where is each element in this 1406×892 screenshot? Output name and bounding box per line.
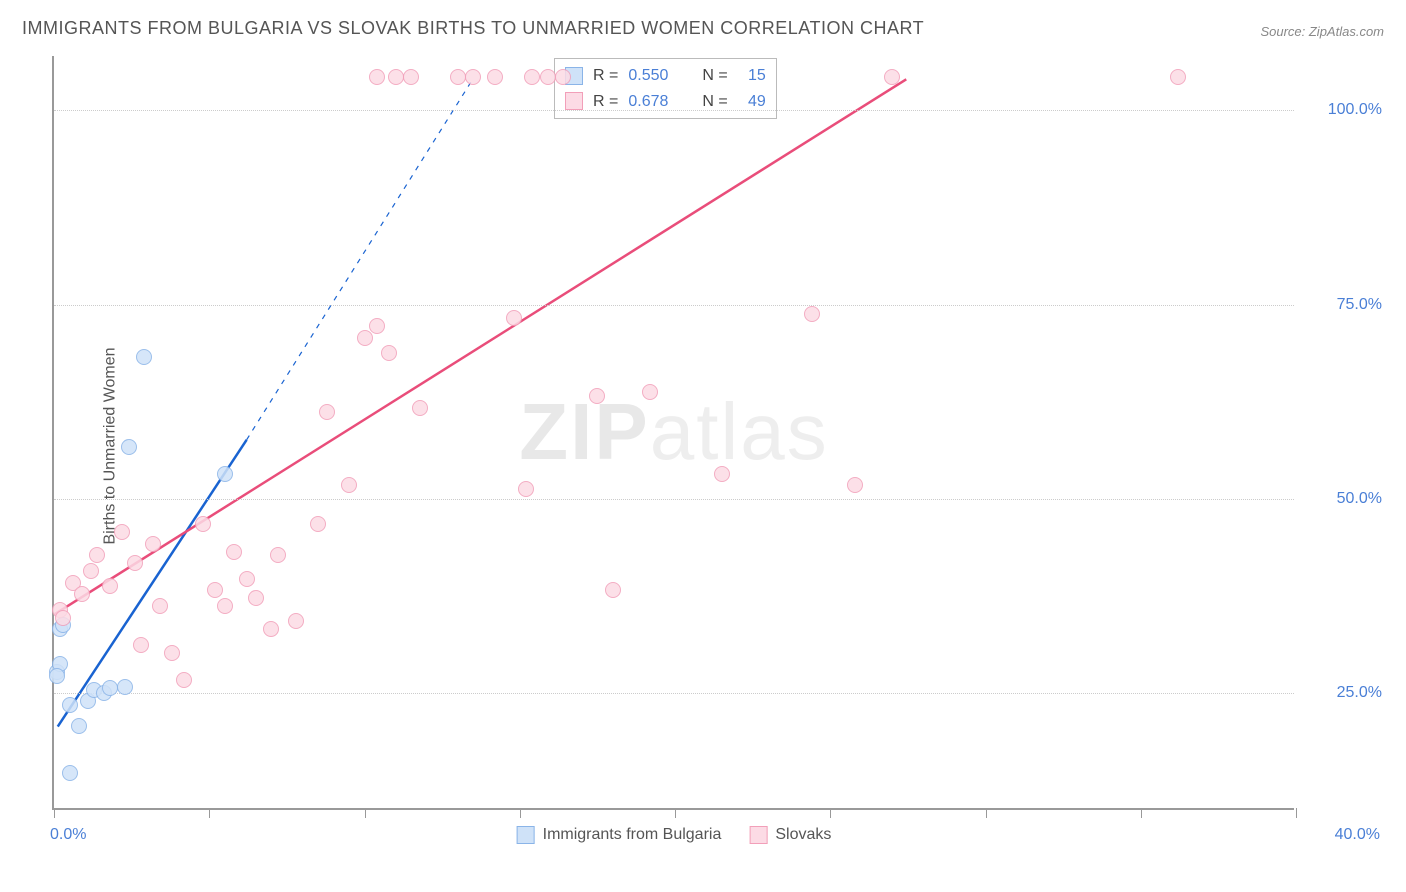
data-point: [217, 466, 233, 482]
data-point: [102, 578, 118, 594]
data-point: [1170, 69, 1186, 85]
data-point: [127, 555, 143, 571]
gridline: [54, 499, 1294, 500]
y-tick-label: 25.0%: [1302, 684, 1382, 702]
data-point: [89, 547, 105, 563]
data-point: [207, 582, 223, 598]
data-point: [114, 524, 130, 540]
data-point: [288, 613, 304, 629]
data-point: [518, 481, 534, 497]
stat-r-value: 0.550: [628, 63, 668, 89]
stat-n-value: 15: [738, 63, 766, 89]
stat-r-label: R =: [593, 63, 618, 89]
y-tick-label: 50.0%: [1302, 490, 1382, 508]
data-point: [369, 318, 385, 334]
gridline: [54, 110, 1294, 111]
data-point: [589, 388, 605, 404]
plot-area: ZIPatlas R =0.550N =15R =0.678N =49 0.0%…: [52, 56, 1294, 810]
data-point: [217, 598, 233, 614]
data-point: [55, 610, 71, 626]
data-point: [239, 571, 255, 587]
data-point: [369, 69, 385, 85]
data-point: [540, 69, 556, 85]
x-tick: [209, 808, 210, 818]
chart-container: IMMIGRANTS FROM BULGARIA VS SLOVAK BIRTH…: [0, 0, 1406, 892]
data-point: [847, 477, 863, 493]
data-point: [121, 439, 137, 455]
data-point: [341, 477, 357, 493]
gridline: [54, 693, 1294, 694]
x-axis-max-label: 40.0%: [1335, 826, 1380, 844]
x-tick: [520, 808, 521, 818]
data-point: [145, 536, 161, 552]
gridline: [54, 305, 1294, 306]
legend-swatch: [749, 826, 767, 844]
data-point: [164, 645, 180, 661]
data-point: [74, 586, 90, 602]
x-tick: [986, 808, 987, 818]
y-tick-label: 75.0%: [1302, 296, 1382, 314]
data-point: [71, 718, 87, 734]
legend-item: Immigrants from Bulgaria: [517, 826, 722, 844]
data-point: [642, 384, 658, 400]
y-tick-label: 100.0%: [1302, 101, 1382, 119]
data-point: [152, 598, 168, 614]
stat-n-label: N =: [702, 63, 727, 89]
bottom-legend: Immigrants from Bulgaria Slovaks: [517, 826, 832, 844]
data-point: [226, 544, 242, 560]
data-point: [465, 69, 481, 85]
trend-line: [55, 79, 907, 614]
data-point: [403, 69, 419, 85]
x-tick: [1141, 808, 1142, 818]
data-point: [319, 404, 335, 420]
x-tick: [365, 808, 366, 818]
data-point: [248, 590, 264, 606]
data-point: [357, 330, 373, 346]
data-point: [83, 563, 99, 579]
data-point: [412, 400, 428, 416]
legend-label: Slovaks: [775, 826, 831, 844]
data-point: [506, 310, 522, 326]
source-label: Source: ZipAtlas.com: [1260, 24, 1384, 39]
data-point: [804, 306, 820, 322]
legend-swatch: [517, 826, 535, 844]
data-point: [884, 69, 900, 85]
data-point: [102, 680, 118, 696]
data-point: [381, 345, 397, 361]
data-point: [605, 582, 621, 598]
x-tick: [1296, 808, 1297, 818]
data-point: [270, 547, 286, 563]
data-point: [133, 637, 149, 653]
data-point: [263, 621, 279, 637]
data-point: [136, 349, 152, 365]
x-tick: [54, 808, 55, 818]
x-axis-min-label: 0.0%: [50, 826, 86, 844]
data-point: [714, 466, 730, 482]
data-point: [62, 697, 78, 713]
stats-row: R = 0.550 N = 15: [565, 63, 766, 89]
data-point: [62, 765, 78, 781]
legend-label: Immigrants from Bulgaria: [543, 826, 722, 844]
data-point: [487, 69, 503, 85]
chart-title: IMMIGRANTS FROM BULGARIA VS SLOVAK BIRTH…: [22, 18, 924, 39]
data-point: [195, 516, 211, 532]
legend-swatch: [565, 92, 583, 110]
data-point: [555, 69, 571, 85]
data-point: [310, 516, 326, 532]
legend-item: Slovaks: [749, 826, 831, 844]
trend-line: [247, 79, 473, 439]
data-point: [117, 679, 133, 695]
data-point: [450, 69, 466, 85]
trend-lines-svg: [54, 56, 1294, 808]
x-tick: [675, 808, 676, 818]
data-point: [176, 672, 192, 688]
x-tick: [830, 808, 831, 818]
data-point: [49, 668, 65, 684]
data-point: [388, 69, 404, 85]
data-point: [524, 69, 540, 85]
